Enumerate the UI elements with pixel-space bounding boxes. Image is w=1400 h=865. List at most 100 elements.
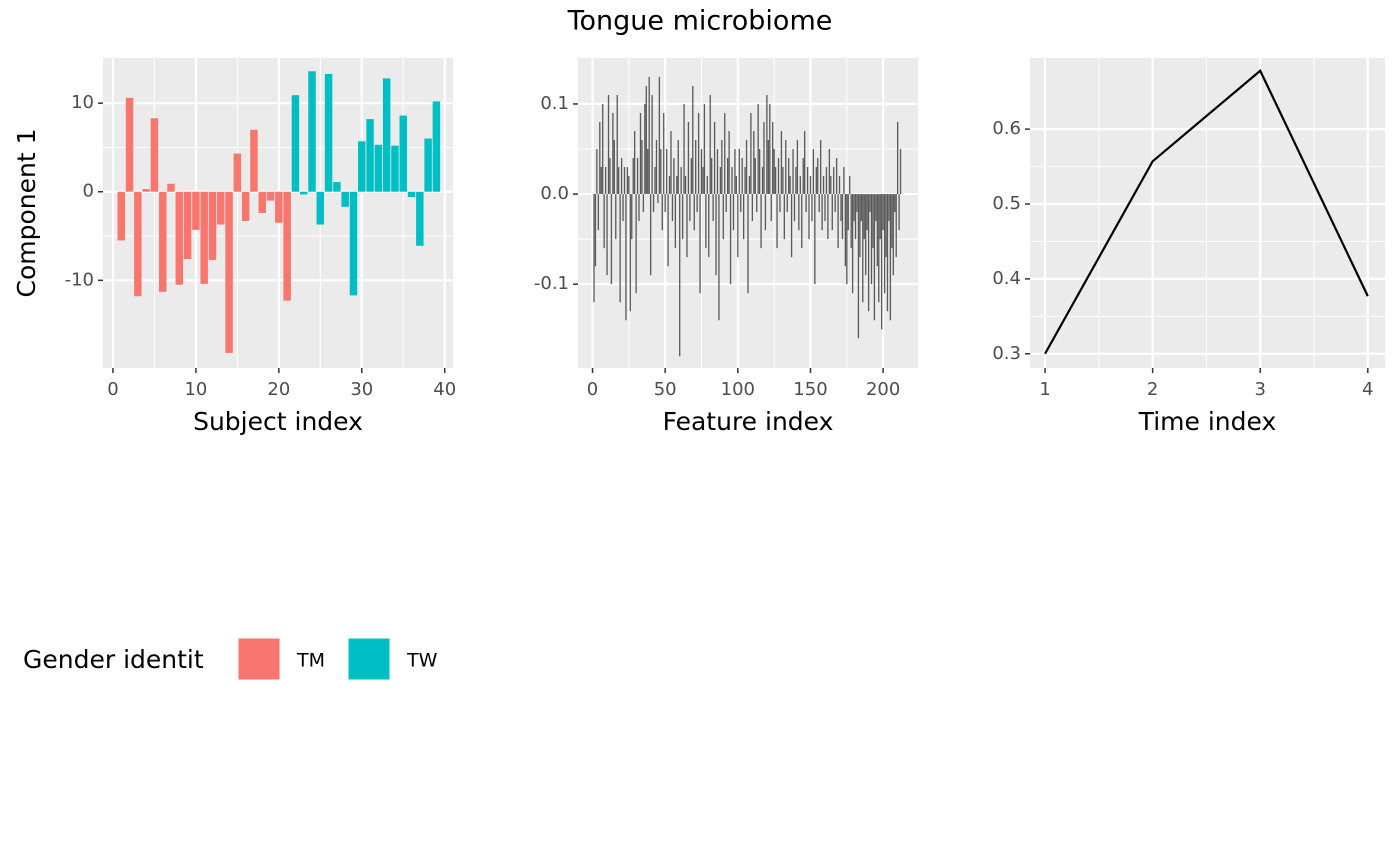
bar [134,191,142,297]
bar [793,194,796,222]
bar [754,158,756,195]
bar [790,194,793,258]
bar [827,194,829,240]
bar [217,191,225,225]
bar [831,194,833,231]
bar [283,191,291,301]
bar [859,194,861,258]
bar [737,194,739,258]
bar [898,194,900,231]
x-tick-label: 0 [107,379,118,400]
y-tick-label: 10 [71,92,94,113]
bar [699,194,701,294]
bar [618,167,620,195]
bar [620,158,623,195]
bar [748,176,751,195]
bar [639,112,642,195]
bar [837,194,839,249]
bar [882,194,884,231]
bar [142,189,150,192]
bar [308,71,316,192]
bar [760,194,762,249]
y-tick-label: -0.1 [534,273,569,294]
bar [695,140,697,195]
bar [838,176,841,195]
bar [805,194,807,213]
bar [258,191,266,213]
bar [612,112,614,195]
bar [833,167,835,195]
bar [349,191,358,296]
bar [886,194,889,312]
bar [225,191,233,353]
bar [632,158,634,195]
bar [167,183,175,192]
legend-key [347,637,391,681]
bar [885,194,887,258]
bar [366,119,374,192]
bar [731,167,733,195]
x-tick-label: 40 [433,379,456,400]
bar [649,194,652,276]
bar [610,194,613,285]
bar [719,167,722,195]
bar [881,194,883,330]
bar [183,191,192,260]
bar [692,85,694,195]
bar [594,194,597,267]
bar [665,149,668,195]
bar [668,176,671,195]
bar [596,149,598,195]
x-tick-label: 200 [866,379,900,400]
bar [883,194,886,294]
bar [851,194,854,294]
bar [715,194,717,276]
bar [828,149,831,195]
bar [600,167,602,195]
x-tick-label: 10 [184,379,207,400]
bar [835,158,838,195]
line [1044,68,1369,355]
bar [623,167,626,195]
bar [788,158,790,195]
bar [763,121,765,195]
bar [756,194,758,213]
bar [654,167,656,195]
bar [798,194,800,231]
bar [734,149,736,195]
bar [680,167,682,195]
legend-label: TM [296,650,325,672]
bar [655,140,658,195]
bar [818,194,820,213]
bar [687,121,690,195]
bar [374,144,383,192]
x-tick-label: 20 [267,379,290,400]
bar [776,194,778,249]
bar [808,194,810,240]
bar [634,130,636,195]
bar [740,194,742,213]
bar [727,158,729,195]
bar [603,194,605,249]
bar [635,194,637,294]
bar [834,194,836,213]
bar [644,103,646,195]
bar [233,153,242,192]
bar [648,76,650,195]
bar [770,194,772,222]
bar [830,176,832,195]
bar [250,129,258,192]
bar [735,176,738,195]
bar [117,191,125,241]
bar [631,194,633,240]
bar [696,194,698,213]
bar [856,194,858,213]
bar [799,176,801,195]
bar [266,191,275,201]
bar [709,94,711,195]
bar [867,194,870,312]
bar [766,94,768,195]
bar [772,121,774,195]
bar [661,194,663,231]
